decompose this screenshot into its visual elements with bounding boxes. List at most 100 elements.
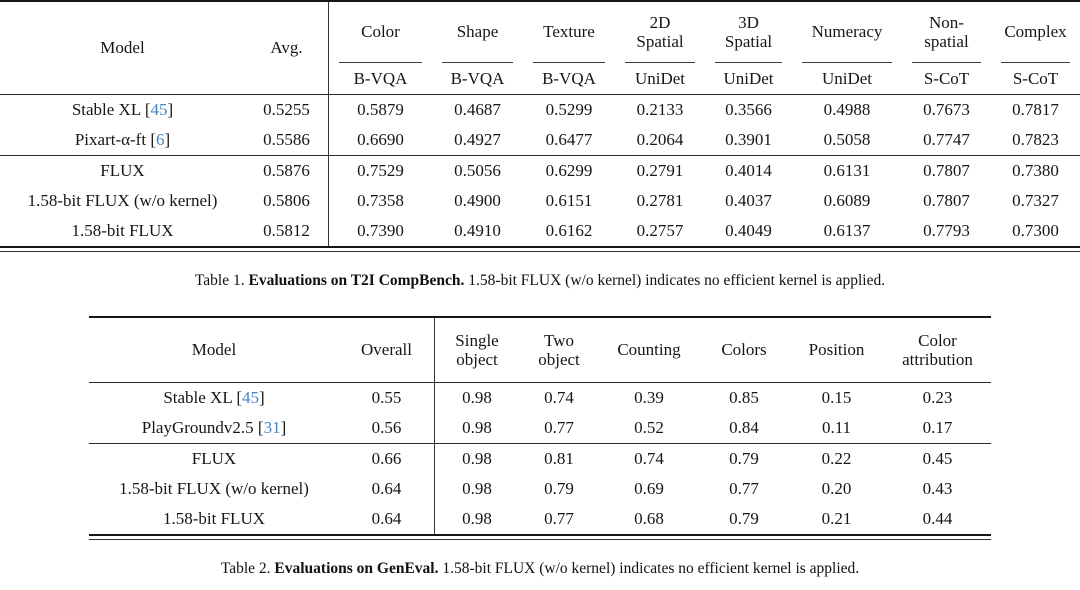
value-cell: 0.77 xyxy=(729,479,759,498)
value-cell: 0.7390 xyxy=(328,216,432,246)
table-bottom-rule xyxy=(89,534,991,540)
metric-label: S-CoT xyxy=(1012,68,1059,88)
model-cell: 1.58-bit FLUX xyxy=(163,509,265,528)
citation-link[interactable]: 45 xyxy=(242,388,259,407)
value-cell: 0.4910 xyxy=(454,221,501,240)
value-cell: 0.98 xyxy=(434,413,519,443)
column-underline-rule xyxy=(339,62,422,63)
caption-text: 1.58-bit FLUX (w/o kernel) indicates no … xyxy=(468,272,886,289)
t2i-compbench-table: Model Avg. Color B-VQA Shape B-VQA Texture B-… xyxy=(0,0,1080,252)
column-header-model: Model xyxy=(191,340,237,359)
value-cell: 0.6089 xyxy=(823,191,871,210)
value-cell: 0.23 xyxy=(922,388,953,407)
citation-link[interactable]: 6 xyxy=(155,130,165,149)
value-cell: 0.3566 xyxy=(725,100,772,119)
value-cell: 0.11 xyxy=(821,418,852,437)
value-cell: 0.7300 xyxy=(1012,221,1059,240)
table-body: Stable XL [45] 0.55 0.98 0.74 0.39 0.85 0.15 0.… xyxy=(89,383,991,534)
caption-label: Table 1. xyxy=(194,272,245,289)
value-cell: 0.98 xyxy=(434,383,519,413)
value-cell: 0.17 xyxy=(922,418,953,437)
table-row: 1.58-bit FLUX (w/o kernel) 0.64 0.98 0.79 0.… xyxy=(89,474,991,504)
citation-link[interactable]: 45 xyxy=(150,100,168,119)
value-cell: 0.3901 xyxy=(725,130,772,149)
metric-label: UniDet xyxy=(634,68,686,88)
table-top-rule xyxy=(0,0,1080,2)
table-body: Stable XL [45] 0.5255 0.5879 0.4687 0.5299 0.… xyxy=(0,95,1080,246)
column-label: 2D Spatial xyxy=(636,12,684,51)
column-label: Shape xyxy=(456,22,499,42)
value-cell: 0.66 xyxy=(371,449,402,468)
column-underline-rule xyxy=(1001,62,1070,63)
metric-label: UniDet xyxy=(821,68,873,88)
column-group-color: Color B-VQA xyxy=(328,2,432,94)
value-cell: 0.68 xyxy=(634,509,664,528)
table-row: 1.58-bit FLUX 0.64 0.98 0.77 0.68 0.79 0.21 0.4… xyxy=(89,504,991,534)
table-row: Pixart-α-ft [6] 0.5586 0.6690 0.4927 0.6477 0… xyxy=(0,125,1080,155)
column-header-avg: Avg. xyxy=(270,38,303,57)
value-cell: 0.21 xyxy=(821,509,852,528)
value-cell: 0.2133 xyxy=(636,100,684,119)
column-group-numeracy: Numeracy UniDet xyxy=(792,2,902,94)
column-group-texture: Texture B-VQA xyxy=(523,2,615,94)
value-cell: 0.79 xyxy=(729,509,759,528)
column-group-3d-spatial: 3D Spatial UniDet xyxy=(705,2,792,94)
table-row: FLUX 0.66 0.98 0.81 0.74 0.79 0.22 0.45 xyxy=(89,444,991,474)
metric-label: B-VQA xyxy=(353,68,408,88)
value-cell: 0.77 xyxy=(544,509,574,528)
value-cell: 0.79 xyxy=(729,449,759,468)
column-underline-rule xyxy=(912,62,981,63)
value-cell: 0.6131 xyxy=(823,161,871,180)
table-header: Model Avg. Color B-VQA Shape B-VQA Texture B-… xyxy=(0,2,1080,94)
value-cell: 0.55 xyxy=(371,388,402,407)
value-cell: 0.4014 xyxy=(725,161,772,180)
value-cell: 0.64 xyxy=(371,479,402,498)
value-cell: 0.69 xyxy=(634,479,664,498)
metric-label: B-VQA xyxy=(450,68,505,88)
metric-label: S-CoT xyxy=(923,68,970,88)
table-bottom-rule xyxy=(0,246,1080,252)
column-header-two-object: Two object xyxy=(538,330,580,369)
citation-link[interactable]: 31 xyxy=(263,418,281,437)
value-cell: 0.6299 xyxy=(545,161,593,180)
value-cell: 0.7380 xyxy=(1012,161,1059,180)
column-header-overall: Overall xyxy=(361,340,412,359)
value-cell: 0.4037 xyxy=(725,191,772,210)
value-cell: 0.6151 xyxy=(545,191,593,210)
model-cell: FLUX xyxy=(100,161,145,180)
caption-label: Table 2. xyxy=(220,560,271,577)
value-cell: 0.74 xyxy=(634,449,664,468)
value-cell: 0.15 xyxy=(821,388,852,407)
column-label: Non- spatial xyxy=(924,12,969,51)
value-cell: 0.20 xyxy=(821,479,852,498)
value-cell: 0.74 xyxy=(544,388,574,407)
table-row: FLUX 0.5876 0.7529 0.5056 0.6299 0.2791 0.4014… xyxy=(0,156,1080,186)
value-cell: 0.6477 xyxy=(545,130,593,149)
value-cell: 0.84 xyxy=(729,418,759,437)
value-cell: 0.52 xyxy=(634,418,664,437)
value-cell: 0.98 xyxy=(434,474,519,504)
value-cell: 0.44 xyxy=(922,509,953,528)
header-separator-rule xyxy=(89,382,991,383)
metric-label: B-VQA xyxy=(542,68,596,88)
value-cell: 0.5812 xyxy=(263,221,310,240)
value-cell: 0.5058 xyxy=(823,130,871,149)
value-cell: 0.4988 xyxy=(823,100,871,119)
caption-text: 1.58-bit FLUX (w/o kernel) indicates no … xyxy=(442,560,860,577)
value-cell: 0.7747 xyxy=(923,130,970,149)
value-cell: 0.2757 xyxy=(636,221,684,240)
model-cell: PlayGroundv2.5 [31] xyxy=(141,418,287,437)
value-cell: 0.6137 xyxy=(823,221,871,240)
model-cell: 1.58-bit FLUX (w/o kernel) xyxy=(119,479,309,498)
column-group-shape: Shape B-VQA xyxy=(432,2,523,94)
value-cell: 0.5879 xyxy=(328,95,432,125)
value-cell: 0.81 xyxy=(544,449,574,468)
column-underline-rule xyxy=(442,62,513,63)
value-cell: 0.7823 xyxy=(1012,130,1059,149)
value-cell: 0.4927 xyxy=(454,130,501,149)
value-cell: 0.39 xyxy=(634,388,664,407)
value-cell: 0.5806 xyxy=(263,191,310,210)
column-label: Numeracy xyxy=(811,22,883,42)
value-cell: 0.5876 xyxy=(263,161,310,180)
